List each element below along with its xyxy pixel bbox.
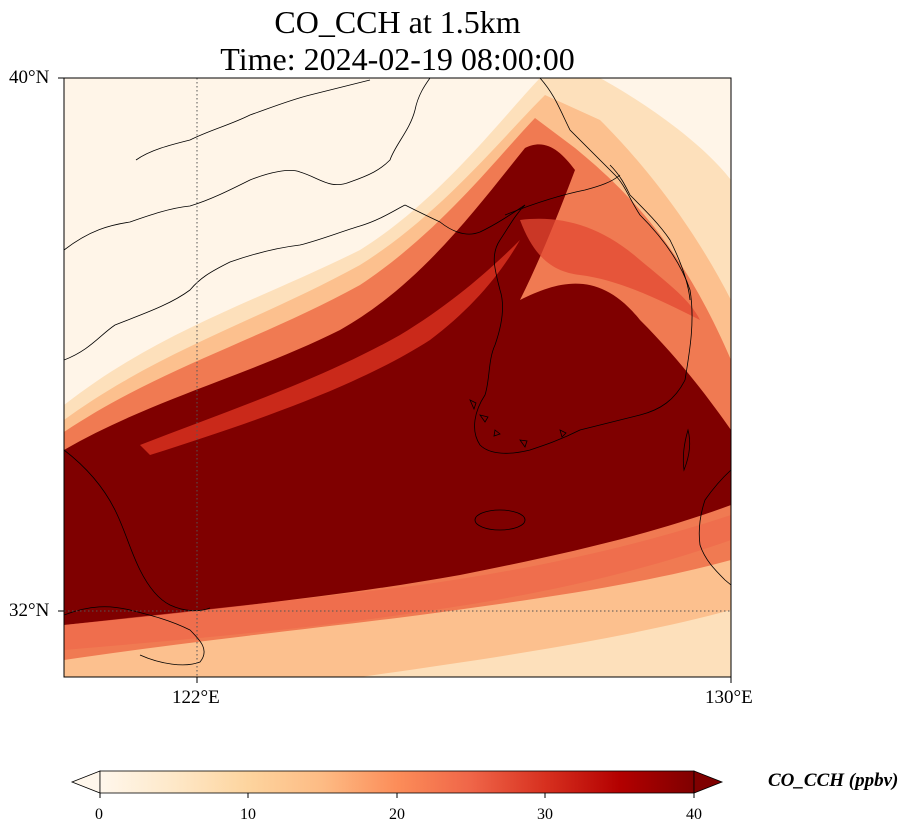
cbar-tick-20: 20 [389,806,405,823]
jeju-island [474,509,526,531]
tsushima-island [682,428,691,472]
colorbar-label: CO_CCH (ppbv) [768,770,899,791]
korea-dmz-border [504,174,621,216]
plot-title-line1: CO_CCH at 1.5km [274,4,521,40]
coastline-shandong-south [64,204,406,361]
plume-lower-fringe [64,515,731,650]
cbar-tick-10: 10 [240,806,256,823]
lat-tick-32n: 32°N [9,600,50,621]
coastline-shandong [64,78,431,251]
lon-tick-130e: 130°E [705,687,753,708]
co-concentration-field [64,78,731,677]
coastlines [64,78,731,666]
cbar-tick-30: 30 [537,806,553,823]
coastline-korea-nw [404,204,526,235]
plume-ridge [140,240,520,455]
lat-tick-40n: 40°N [9,67,50,88]
plume-core [64,144,731,625]
coastline-liaodong [135,79,371,161]
plume-ridge-2 [520,218,700,320]
map-frame [63,77,732,678]
gridlines [64,78,731,677]
coastline-korea-east [609,164,691,301]
lon-tick-122e: 122°E [172,687,220,708]
plot-title-line2: Time: 2024-02-19 08:00:00 [220,41,575,77]
coastline-jiangsu [64,449,211,612]
coastline-yangtze [64,606,205,666]
cbar-tick-40: 40 [686,806,702,823]
coastline-japan-kyushu [698,469,731,586]
cbar-tick-0: 0 [95,806,103,823]
coastline-korea-west [474,78,693,454]
islands-sw-korea [469,399,567,448]
